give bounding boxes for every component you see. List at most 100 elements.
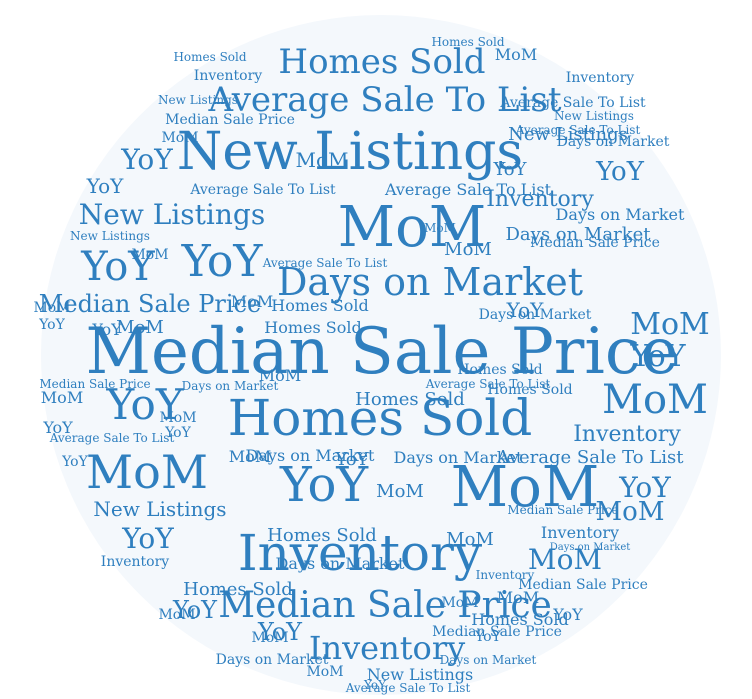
cloud-word-mom: MoM [527,543,603,576]
cloud-word-mom: MoM [337,195,487,260]
cloud-word-inventory: Inventory [486,187,594,212]
cloud-word-new-listings: New Listings [93,497,227,521]
cloud-word-average-sale-to-list: Average Sale To List [49,431,175,445]
cloud-word-yoy: YoY [363,678,387,692]
cloud-word-mom: MoM [159,410,197,426]
cloud-word-yoy: YoY [39,317,65,333]
cloud-word-mom: MoM [161,130,199,146]
cloud-word-average-sale-to-list: Average Sale To List [515,123,641,137]
cloud-word-homes-sold: Homes Sold [264,318,362,337]
cloud-word-mom: MoM [602,377,708,423]
cloud-word-mom: MoM [251,630,289,646]
cloud-word-average-sale-to-list: Average Sale To List [384,180,552,199]
cloud-word-yoy: YoY [62,454,88,470]
cloud-word-yoy: YoY [619,471,671,504]
cloud-word-new-listings: New Listings [366,665,474,684]
cloud-word-yoy: YoY [181,236,263,287]
cloud-word-days-on-market: Days on Market [393,448,523,467]
cloud-word-yoy: YoY [475,629,501,645]
cloud-word-days-on-market: Days on Market [245,446,375,465]
cloud-word-yoy: YoY [335,449,369,470]
cloud-word-yoy: YoY [122,522,174,555]
cloud-word-median-sale-price: Median Sale Price [530,235,660,251]
cloud-word-yoy: YoY [165,425,191,441]
cloud-word-mom: MoM [116,317,164,338]
cloud-word-inventory: Inventory [193,68,263,84]
cloud-word-new-listings: New Listings [70,229,150,243]
cloud-word-yoy: YoY [172,596,218,624]
cloud-word-days-on-market: Days on Market [215,652,329,668]
cloud-word-days-on-market: Days on Market [505,224,651,245]
cloud-word-yoy: YoY [121,143,173,176]
cloud-word-median-sale-price: Median Sale Price [165,112,295,128]
cloud-word-median-sale-price: Median Sale Price [38,290,262,318]
cloud-word-mom: MoM [33,300,71,316]
cloud-word-days-on-market: Days on Market [181,379,279,393]
cloud-word-new-listings: New Listings [158,93,238,107]
cloud-word-homes-sold: Homes Sold [267,525,377,546]
cloud-word-mom: MoM [450,455,600,520]
cloud-word-average-sale-to-list: Average Sale To List [496,447,684,468]
cloud-word-mom: MoM [258,366,302,385]
cloud-circle-background [41,15,721,695]
cloud-word-median-sale-price: Median Sale Price [39,377,151,391]
cloud-word-yoy: YoY [596,157,644,187]
cloud-word-mom: MoM [376,481,424,502]
cloud-word-mom: MoM [424,221,456,235]
cloud-word-median-sale-price: Median Sale Price [218,585,552,626]
cloud-word-yoy: YoY [630,339,686,374]
cloud-word-inventory: Inventory [100,554,170,570]
cloud-word-mom: MoM [446,529,494,550]
cloud-word-mom: MoM [295,148,349,172]
cloud-word-homes-sold: Homes Sold [431,35,505,49]
cloud-word-mom: MoM [86,445,208,499]
cloud-word-mom: MoM [306,664,344,680]
cloud-word-homes-sold: Homes Sold [355,389,465,410]
cloud-word-mom: MoM [444,239,492,260]
cloud-word-average-sale-to-list: Average Sale To List [345,681,471,695]
cloud-word-yoy: YoY [279,457,369,513]
cloud-word-days-on-market: Days on Market [275,554,405,573]
cloud-word-mom: MoM [441,595,479,611]
cloud-word-days-on-market: Days on Market [478,307,592,323]
cloud-word-mom: MoM [40,388,84,407]
cloud-word-average-sale-to-list: Average Sale To List [500,95,646,111]
cloud-word-yoy: YoY [86,174,124,198]
cloud-word-mom: MoM [630,307,710,342]
cloud-word-median-sale-price: Median Sale Price [85,315,679,389]
cloud-word-new-listings: New Listings [508,124,628,145]
cloud-word-inventory: Inventory [308,629,466,667]
cloud-word-yoy: YoY [553,605,583,624]
cloud-word-average-sale-to-list: Average Sale To List [190,182,336,198]
cloud-word-average-sale-to-list: Average Sale To List [425,377,551,391]
cloud-word-days-on-market: Days on Market [549,542,631,553]
cloud-word-mom: MoM [595,497,665,527]
cloud-word-days-on-market: Days on Market [276,260,584,304]
cloud-word-yoy: YoY [493,159,527,180]
cloud-word-homes-sold: Homes Sold [457,362,543,378]
cloud-word-homes-sold: Homes Sold [173,50,247,64]
cloud-word-homes-sold: Homes Sold [278,42,486,82]
cloud-word-mom: MoM [158,607,196,623]
cloud-word-homes-sold: Homes Sold [183,579,293,600]
cloud-word-inventory: Inventory [540,523,620,542]
cloud-word-mom: MoM [494,45,538,64]
cloud-word-mom: MoM [496,588,540,607]
cloud-word-homes-sold: Homes Sold [487,382,573,398]
cloud-word-new-listings: New Listings [176,122,524,182]
cloud-word-new-listings: New Listings [78,198,266,231]
cloud-word-yoy: YoY [92,320,122,339]
cloud-word-inventory: Inventory [475,568,535,582]
cloud-word-homes-sold: Homes Sold [271,296,369,315]
cloud-word-new-listings: New Listings [554,109,634,123]
cloud-word-inventory: Inventory [565,70,635,86]
cloud-word-days-on-market: Days on Market [555,205,685,224]
cloud-word-homes-sold: Homes Sold [227,389,533,447]
cloud-word-mom: MoM [131,247,169,263]
cloud-word-inventory: Inventory [237,524,483,582]
cloud-word-yoy: YoY [506,298,544,322]
cloud-word-average-sale-to-list: Average Sale To List [262,256,388,270]
cloud-word-median-sale-price: Median Sale Price [507,503,619,517]
